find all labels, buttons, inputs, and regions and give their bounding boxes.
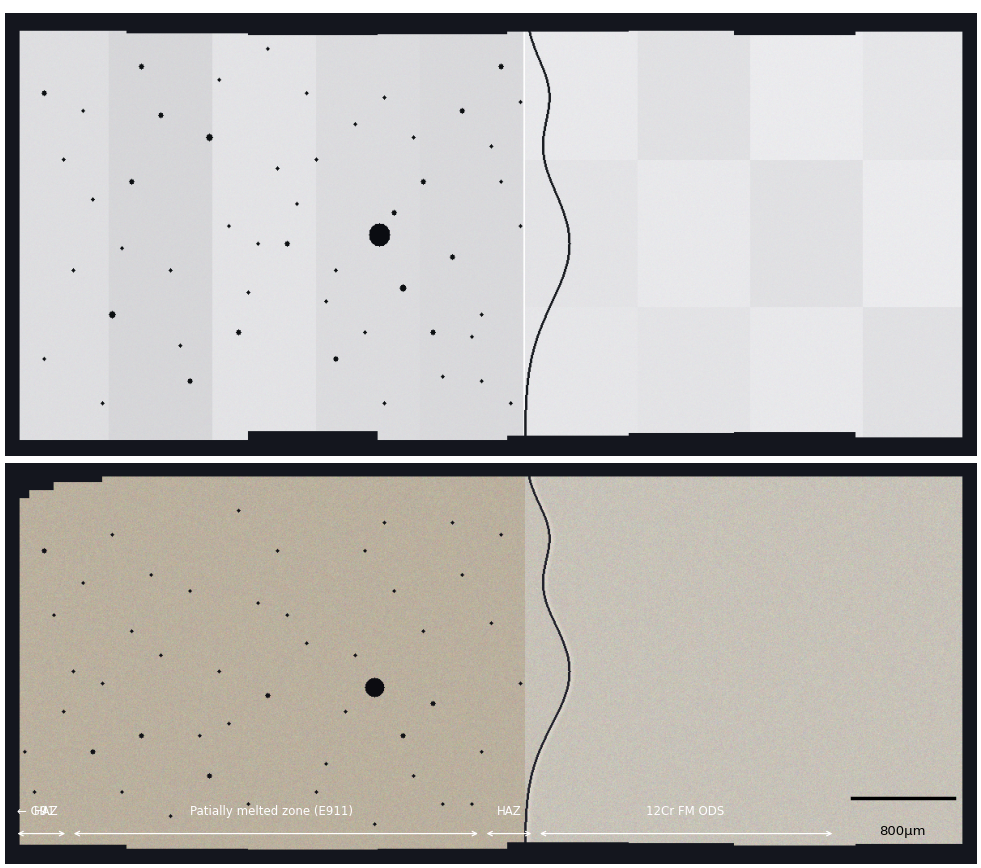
Text: HAZ: HAZ	[496, 805, 521, 818]
Text: 12Cr FM ODS: 12Cr FM ODS	[645, 805, 724, 818]
Text: ← G91: ← G91	[17, 805, 54, 818]
Text: Patially melted zone (E911): Patially melted zone (E911)	[190, 805, 353, 818]
Text: HAZ: HAZ	[33, 805, 58, 818]
